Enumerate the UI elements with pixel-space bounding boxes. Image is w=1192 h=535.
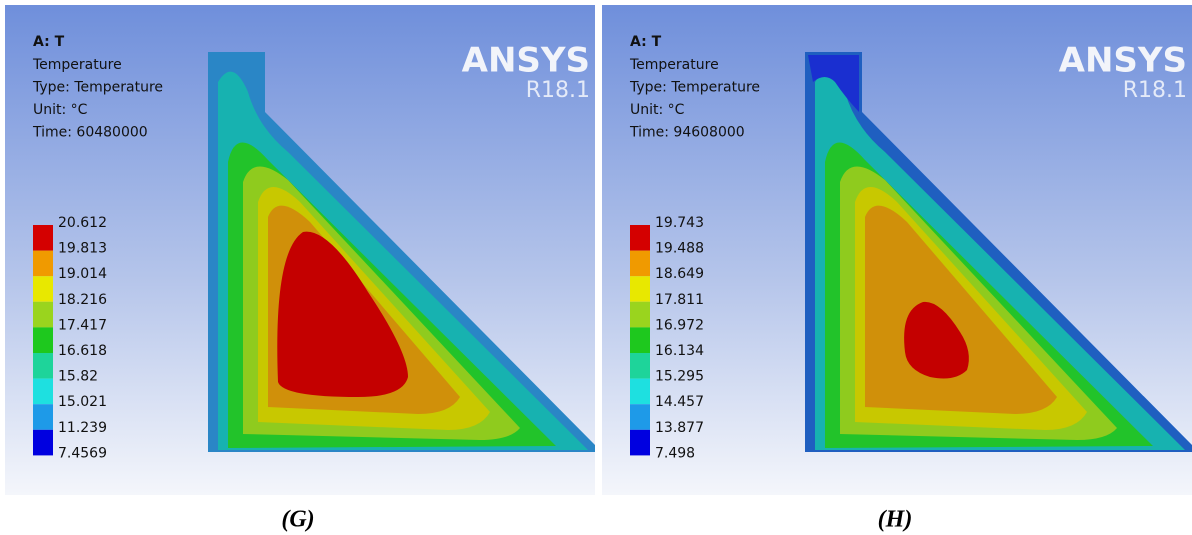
legend-swatch [630, 430, 650, 456]
legend-swatch [33, 225, 53, 251]
logo: ANSYS [462, 41, 590, 81]
header-line: Type: Temperature [629, 80, 760, 96]
header-title: A: T [630, 34, 662, 50]
legend-label: 16.972 [655, 317, 704, 333]
legend-label: 16.618 [58, 343, 107, 359]
legend-swatch [33, 430, 53, 456]
logo: ANSYS [1059, 41, 1187, 81]
legend-swatch [33, 251, 53, 277]
legend-swatch [630, 276, 650, 302]
logo-version: R18.1 [526, 78, 590, 103]
legend-swatch [33, 327, 53, 353]
legend-swatch [630, 225, 650, 251]
legend-label: 7.4569 [58, 445, 107, 461]
caption: (H) [878, 507, 913, 533]
legend-label: 7.498 [655, 445, 695, 461]
header-line: Unit: °C [33, 102, 88, 118]
legend-label: 13.877 [655, 420, 704, 436]
header-line: Time: 94608000 [629, 125, 745, 141]
legend-swatch [630, 327, 650, 353]
legend-swatch [33, 404, 53, 430]
legend-label: 17.417 [58, 317, 107, 333]
legend-swatch [33, 379, 53, 405]
legend-label: 15.021 [58, 394, 107, 410]
legend-swatch [630, 353, 650, 379]
panel: A: T Temperature Type: Temperature Unit: °C… [5, 5, 595, 533]
legend-label: 19.813 [58, 241, 107, 257]
legend-swatch [630, 251, 650, 277]
header-line: Temperature [629, 57, 719, 73]
header-title: A: T [33, 34, 65, 50]
header-line: Type: Temperature [32, 80, 163, 96]
legend-label: 18.216 [58, 292, 107, 308]
legend-label: 17.811 [655, 292, 704, 308]
legend-swatch [33, 276, 53, 302]
legend-label: 14.457 [655, 394, 704, 410]
figure: A: T Temperature Type: Temperature Unit: °C… [0, 0, 1192, 535]
legend-label: 19.014 [58, 266, 107, 282]
legend-swatch [33, 302, 53, 328]
header-line: Unit: °C [630, 102, 685, 118]
legend-swatch [630, 302, 650, 328]
legend-label: 19.743 [655, 215, 704, 231]
panel: A: T Temperature Type: Temperature Unit: °C… [602, 5, 1192, 533]
legend-swatch [33, 353, 53, 379]
header-line: Temperature [32, 57, 122, 73]
legend-label: 18.649 [655, 266, 704, 282]
logo-version: R18.1 [1123, 78, 1187, 103]
legend-label: 19.488 [655, 241, 704, 257]
legend-swatch [630, 379, 650, 405]
caption: (G) [281, 507, 314, 533]
legend-label: 20.612 [58, 215, 107, 231]
legend-label: 15.82 [58, 369, 98, 385]
legend-label: 11.239 [58, 420, 107, 436]
legend-label: 15.295 [655, 369, 704, 385]
legend-swatch [630, 404, 650, 430]
header-line: Time: 60480000 [32, 125, 148, 141]
legend-label: 16.134 [655, 343, 704, 359]
